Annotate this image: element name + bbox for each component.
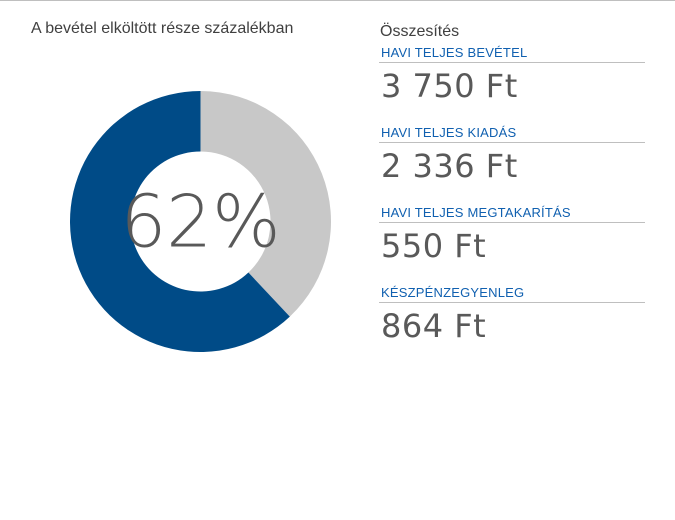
metric-value: 550 Ft [381,227,487,265]
metric-value: 864 Ft [381,307,487,345]
donut-center-label: 62% [120,180,280,264]
top-rule [0,0,675,1]
metric-value: 3 750 Ft [381,67,518,105]
metric-total-income: HAVI TELJES BEVÉTEL 3 750 Ft [379,43,645,123]
chart-title: A bevétel elköltött része százalékban [31,20,294,37]
metric-cash-balance: KÉSZPÉNZEGYENLEG 864 Ft [379,283,645,363]
metric-divider [379,302,645,303]
metric-label: KÉSZPÉNZEGYENLEG [381,285,525,300]
metric-value: 2 336 Ft [381,147,518,185]
metric-label: HAVI TELJES BEVÉTEL [381,45,528,60]
donut-chart-svg: 62% [70,91,331,352]
metric-divider [379,222,645,223]
metric-label: HAVI TELJES KIADÁS [381,125,517,140]
donut-slice-remaining [200,91,331,317]
metric-total-expense: HAVI TELJES KIADÁS 2 336 Ft [379,123,645,203]
summary-panel: Összesítés HAVI TELJES BEVÉTEL 3 750 Ft … [379,18,645,363]
metric-divider [379,142,645,143]
metric-divider [379,62,645,63]
donut-chart: 62% [70,91,331,352]
donut-slice-spent [70,91,290,352]
summary-title: Összesítés [380,23,460,40]
metric-label: HAVI TELJES MEGTAKARÍTÁS [381,205,571,220]
metric-total-savings: HAVI TELJES MEGTAKARÍTÁS 550 Ft [379,203,645,283]
